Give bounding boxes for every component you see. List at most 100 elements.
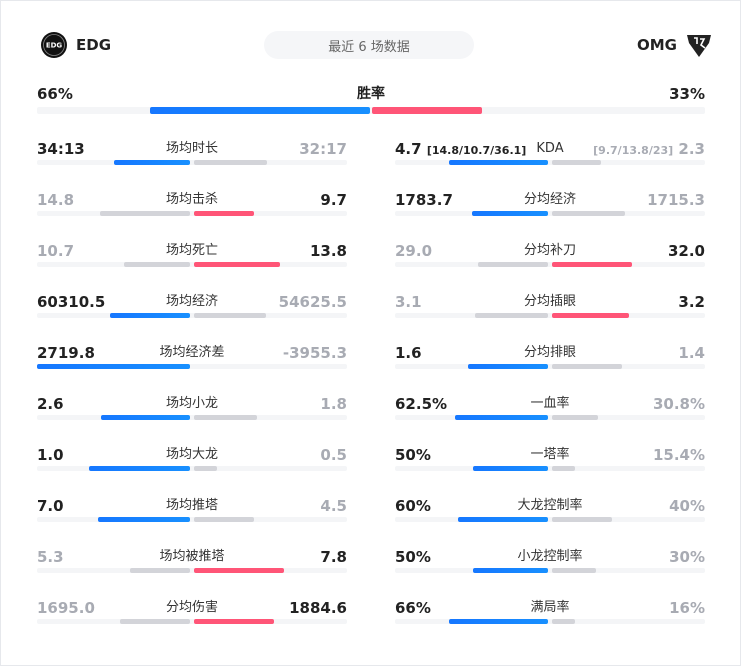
team-left[interactable]: EDG EDG	[40, 31, 111, 59]
stat-left-value: 2.6	[37, 395, 64, 413]
stat-right-number: 13.8	[309, 242, 347, 260]
stat-left-number: 10.7	[37, 242, 75, 260]
winrate-row: 66% 胜率 33%	[37, 85, 705, 114]
stat-right-bar	[552, 262, 632, 267]
stat-right-bar	[194, 466, 217, 471]
stat-right-value: 15.4%	[653, 446, 705, 464]
stat-left-number: 1.0	[37, 446, 64, 464]
stat-right-value: 4.5	[320, 497, 347, 515]
stat-row: 34:13 场均时长 32:17	[37, 140, 347, 165]
stat-track	[37, 364, 347, 369]
stat-left-bar	[101, 415, 190, 420]
stat-track	[395, 160, 705, 165]
stat-right-value: 9.7	[320, 191, 347, 209]
stat-track	[37, 313, 347, 318]
stat-right-number: 7.8	[320, 548, 347, 566]
stat-right-value: 3.2	[678, 293, 705, 311]
stat-left-value: 7.0	[37, 497, 64, 515]
stat-left-value: 10.7	[37, 242, 74, 260]
stat-left-value: 29.0	[395, 242, 432, 260]
stat-left-number: 7.0	[37, 497, 64, 515]
stat-left-number: 1.6	[395, 344, 422, 362]
stat-left-bar	[448, 160, 548, 165]
stat-right-number: 54625.5	[278, 293, 347, 311]
stat-right-bar	[552, 313, 629, 318]
team-right[interactable]: OMG	[637, 31, 713, 59]
stat-label: 分均补刀	[523, 243, 577, 258]
winrate-right: 33%	[669, 85, 705, 103]
stat-right-number: 15.4%	[652, 446, 705, 464]
stat-left-bar	[468, 364, 548, 369]
stat-left-bar	[37, 364, 190, 369]
stat-right-value: -3955.3	[283, 344, 347, 362]
stat-left-number: 1695.0	[37, 599, 95, 617]
stat-left-detail: [14.8/10.7/36.1]	[426, 144, 527, 157]
stat-left-number: 34:13	[37, 140, 85, 158]
winrate-label: 胜率	[357, 86, 385, 102]
stat-right-value: 30%	[669, 548, 705, 566]
stat-right-number: 3.2	[678, 293, 705, 311]
stat-track	[37, 517, 347, 522]
stat-track	[395, 568, 705, 573]
stat-label: 分均伤害	[165, 600, 219, 615]
stat-label: 场均经济	[165, 294, 219, 309]
stat-right-value: 54625.5	[279, 293, 347, 311]
stat-track	[395, 466, 705, 471]
stat-left-value: 60310.5	[37, 293, 105, 311]
omg-logo-icon	[687, 35, 711, 57]
stat-right-number: 32:17	[299, 140, 347, 158]
stat-label: 场均经济差	[159, 345, 225, 360]
stat-left-bar	[448, 619, 548, 624]
stat-left-value: 4.7 [14.8/10.7/36.1]	[395, 140, 526, 160]
stat-left-number: 29.0	[395, 242, 433, 260]
stat-track	[37, 466, 347, 471]
stat-left-number: 2719.8	[37, 344, 95, 362]
stat-track	[395, 415, 705, 420]
stat-label: 一血率	[530, 396, 570, 411]
stat-left-number: 2.6	[37, 395, 64, 413]
stat-right-number: 2.3	[678, 140, 705, 158]
stat-right-number: -3955.3	[282, 344, 347, 362]
stat-left-value: 1.6	[395, 344, 422, 362]
stat-left-bar	[473, 568, 548, 573]
stat-right-bar	[194, 619, 274, 624]
stat-left-number: 60310.5	[37, 293, 106, 311]
stat-left-value: 14.8	[37, 191, 74, 209]
stat-left-bar	[110, 313, 190, 318]
period-selector[interactable]: 最近 6 场数据	[264, 31, 474, 59]
stat-left-number: 4.7	[395, 140, 422, 158]
stat-left-value: 62.5%	[395, 395, 447, 413]
stat-right-bar	[552, 466, 575, 471]
stat-left-bar	[457, 517, 548, 522]
stat-label: 场均时长	[165, 141, 219, 156]
stat-right-value: 1884.6	[289, 599, 347, 617]
stat-right-bar	[194, 313, 266, 318]
stat-row: 29.0 分均补刀 32.0	[395, 242, 705, 267]
stat-label: 大龙控制率	[517, 498, 583, 513]
stat-right-bar	[552, 364, 623, 369]
stat-left-bar	[477, 262, 548, 267]
svg-text:EDG: EDG	[46, 42, 63, 50]
stat-row: 50% 一塔率 15.4%	[395, 446, 705, 471]
stat-row: 50% 小龙控制率 30%	[395, 548, 705, 573]
stat-left-number: 50%	[395, 548, 431, 566]
stat-right-detail: [9.7/13.8/23]	[593, 144, 674, 157]
stat-left-bar	[124, 262, 190, 267]
stat-right-bar	[194, 211, 254, 216]
stat-right-number: 1715.3	[647, 191, 705, 209]
stat-track	[37, 619, 347, 624]
stat-left-number: 66%	[395, 599, 431, 617]
stat-right-number: 1884.6	[289, 599, 347, 617]
stat-track	[395, 619, 705, 624]
stat-label: 一塔率	[530, 447, 570, 462]
stat-right-number: 16%	[669, 599, 705, 617]
stat-row: 10.7 场均死亡 13.8	[37, 242, 347, 267]
stat-right-value: 1.4	[678, 344, 705, 362]
stat-track	[395, 262, 705, 267]
stat-left-value: 1.0	[37, 446, 64, 464]
stat-row: 14.8 场均击杀 9.7	[37, 191, 347, 216]
stat-left-value: 66%	[395, 599, 431, 617]
stat-label: 满局率	[530, 600, 570, 615]
stat-right-value: 1715.3	[647, 191, 705, 209]
stat-row: 1783.7 分均经济 1715.3	[395, 191, 705, 216]
